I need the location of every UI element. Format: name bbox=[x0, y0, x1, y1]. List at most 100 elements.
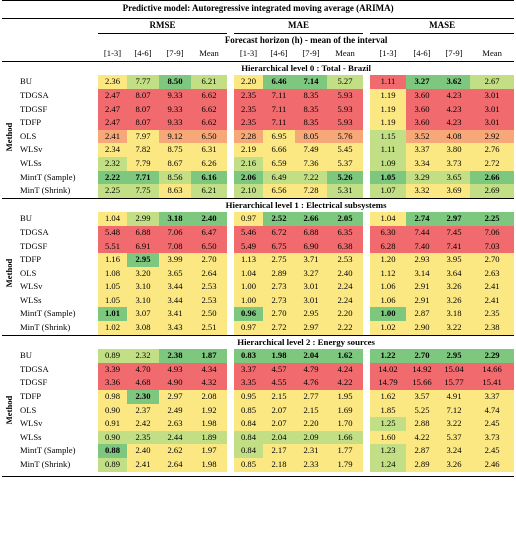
value-cell: 1.06 bbox=[370, 280, 406, 294]
value-cell: 1.20 bbox=[370, 253, 406, 267]
value-cell: 1.77 bbox=[327, 444, 363, 458]
value-cell: 8.35 bbox=[295, 102, 327, 117]
method-name: OLS bbox=[20, 404, 37, 415]
value-cell: 1.98 bbox=[191, 417, 227, 431]
value-cell: 4.24 bbox=[327, 362, 363, 377]
table-row: MinT (Shrink) 1.02 3.08 3.43 2.51 0.97 2.72 2.9… bbox=[2, 321, 515, 336]
value-cell: 1.06 bbox=[370, 293, 406, 308]
value-cell: 15.66 bbox=[406, 376, 438, 391]
value-cell: 2.06 bbox=[234, 170, 263, 185]
value-cell: 7.75 bbox=[127, 184, 159, 199]
value-cell: 6.28 bbox=[370, 239, 406, 254]
value-cell: 3.62 bbox=[438, 75, 470, 89]
table-row: WLSs 0.90 2.35 2.44 1.89 0.84 2.04 2.09 1.66 1.60… bbox=[2, 430, 515, 445]
value-cell: 7.08 bbox=[159, 239, 191, 254]
method-name: MintT (Sample) bbox=[20, 445, 76, 456]
value-cell: 9.33 bbox=[159, 88, 191, 103]
value-cell: 7.28 bbox=[295, 184, 327, 199]
value-cell: 2.30 bbox=[127, 390, 159, 404]
value-cell: 1.22 bbox=[370, 349, 406, 363]
method-name: TDFP bbox=[20, 117, 42, 128]
value-cell: 2.16 bbox=[234, 156, 263, 171]
table-row: TDGSF 2.47 8.07 9.33 6.62 2.35 7.11 8.35 5.93 1.1… bbox=[2, 102, 515, 117]
table-row: WLSv 2.34 7.82 8.75 6.31 2.19 6.66 7.49 5.45 1.11… bbox=[2, 143, 515, 157]
value-cell: 3.18 bbox=[159, 212, 191, 226]
value-cell: 2.10 bbox=[234, 184, 263, 199]
value-cell: 6.62 bbox=[191, 88, 227, 103]
metric-header-mae: MAE bbox=[234, 18, 363, 34]
value-cell: 1.62 bbox=[327, 349, 363, 363]
value-cell: 6.49 bbox=[263, 170, 295, 185]
value-cell: 3.01 bbox=[295, 280, 327, 294]
value-cell: 5.51 bbox=[98, 239, 127, 254]
value-cell: 2.64 bbox=[191, 266, 227, 281]
value-cell: 1.70 bbox=[327, 417, 363, 431]
value-cell: 5.93 bbox=[327, 88, 363, 103]
value-cell: 2.75 bbox=[263, 253, 295, 267]
method-name: WLSv bbox=[20, 281, 43, 292]
value-cell: 6.72 bbox=[263, 225, 295, 240]
method-axis-label: Method bbox=[2, 212, 18, 335]
value-cell: 7.77 bbox=[127, 75, 159, 89]
value-cell: 2.20 bbox=[295, 417, 327, 431]
value-cell: 3.60 bbox=[406, 88, 438, 103]
value-cell: 2.88 bbox=[406, 417, 438, 431]
value-cell: 8.35 bbox=[295, 88, 327, 103]
value-cell: 3.43 bbox=[159, 321, 191, 336]
method-name: MinT (Shrink) bbox=[20, 185, 71, 196]
method-label: Method bbox=[4, 396, 15, 425]
value-cell: 2.29 bbox=[470, 349, 515, 363]
value-cell: 1.00 bbox=[234, 293, 263, 308]
value-cell: 3.44 bbox=[159, 280, 191, 294]
value-cell: 7.06 bbox=[470, 225, 515, 240]
value-cell: 2.77 bbox=[295, 390, 327, 404]
value-cell: 2.25 bbox=[470, 212, 515, 226]
value-cell: 4.34 bbox=[191, 362, 227, 377]
value-cell: 2.38 bbox=[470, 321, 515, 336]
method-name: BU bbox=[20, 213, 32, 224]
value-cell: 8.50 bbox=[159, 75, 191, 89]
value-cell: 3.22 bbox=[438, 321, 470, 336]
value-cell: 7.45 bbox=[438, 225, 470, 240]
table-row: TDFP 1.16 2.95 3.99 2.70 1.13 2.75 3.71 2.53 1.20… bbox=[2, 253, 515, 267]
method-name: MinT (Shrink) bbox=[20, 459, 71, 469]
value-cell: 6.21 bbox=[191, 75, 227, 89]
value-cell: 1.89 bbox=[191, 430, 227, 445]
value-cell: 7.11 bbox=[263, 88, 295, 103]
column-header: Mean bbox=[335, 48, 355, 59]
value-cell: 5.31 bbox=[327, 184, 363, 199]
value-cell: 2.53 bbox=[191, 293, 227, 308]
value-cell: 2.41 bbox=[470, 293, 515, 308]
value-cell: 2.67 bbox=[470, 75, 515, 89]
column-header: [7-9] bbox=[302, 48, 320, 59]
value-cell: 8.35 bbox=[295, 116, 327, 130]
value-cell: 2.35 bbox=[127, 430, 159, 445]
value-cell: 6.62 bbox=[191, 102, 227, 117]
value-cell: 2.50 bbox=[191, 307, 227, 322]
method-name: WLSs bbox=[20, 157, 42, 168]
value-cell: 1.60 bbox=[370, 430, 406, 445]
method-name: MinT (Shrink) bbox=[20, 322, 71, 333]
value-cell: 6.26 bbox=[191, 156, 227, 171]
value-cell: 7.40 bbox=[406, 239, 438, 254]
level-title: Hierarchical level 2 : Energy sources bbox=[98, 334, 515, 350]
value-cell: 5.48 bbox=[98, 225, 127, 240]
table-row: WLSv 1.05 3.10 3.44 2.53 1.00 2.73 3.01 2.24 1.06… bbox=[2, 280, 515, 294]
value-cell: 2.95 bbox=[295, 307, 327, 322]
column-header: Mean bbox=[482, 48, 502, 59]
value-cell: 14.79 bbox=[370, 376, 406, 391]
value-cell: 5.27 bbox=[327, 75, 363, 89]
value-cell: 2.37 bbox=[127, 403, 159, 418]
value-cell: 6.50 bbox=[191, 129, 227, 144]
value-cell: 3.73 bbox=[470, 430, 515, 445]
column-header: [1-3] bbox=[379, 48, 397, 59]
method-name: OLS bbox=[20, 267, 37, 278]
value-cell: 15.77 bbox=[438, 376, 470, 391]
value-cell: 2.36 bbox=[98, 75, 127, 89]
method-name: TDGSF bbox=[20, 377, 48, 388]
value-cell: 3.35 bbox=[234, 376, 263, 391]
value-cell: 1.62 bbox=[370, 390, 406, 404]
value-cell: 4.22 bbox=[327, 376, 363, 391]
value-cell: 2.19 bbox=[234, 143, 263, 157]
value-cell: 2.76 bbox=[470, 143, 515, 157]
